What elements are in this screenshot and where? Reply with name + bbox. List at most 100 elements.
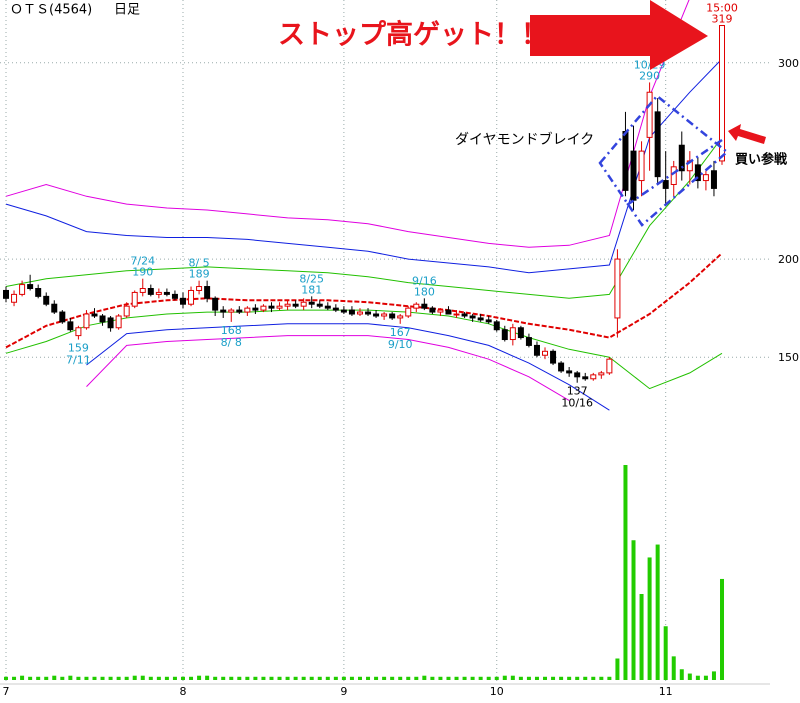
- candle-body: [316, 303, 323, 307]
- headline: ストップ高ゲット！！: [278, 19, 548, 51]
- volume-bar: [341, 676, 346, 680]
- annotation-value: 319: [712, 13, 733, 26]
- annotation-date: 15:00: [706, 2, 738, 15]
- annotation-date: 9/16: [412, 274, 437, 287]
- candle-body: [638, 150, 645, 182]
- candle-body: [244, 307, 251, 313]
- volume-bar: [607, 676, 612, 680]
- volume-bar: [414, 676, 419, 680]
- candle-body: [75, 327, 82, 337]
- volume-bar: [20, 675, 25, 680]
- volume-bar: [60, 676, 65, 680]
- volume-bar: [68, 675, 73, 680]
- candle-body: [268, 305, 275, 309]
- candle-body: [123, 305, 130, 317]
- candle-body: [332, 307, 339, 311]
- candle-body: [252, 307, 259, 311]
- volume-bar: [44, 676, 49, 680]
- candle-body: [373, 313, 380, 317]
- candle-body: [212, 297, 219, 311]
- volume-bar: [615, 658, 620, 680]
- volume-bar: [478, 676, 483, 680]
- annotation-value: 290: [639, 69, 660, 82]
- candle-body: [485, 319, 492, 323]
- volume-bar: [172, 676, 177, 680]
- candle-body: [348, 309, 355, 315]
- volume-bar: [567, 676, 572, 680]
- big-arrow: [530, 0, 708, 70]
- candle-body: [606, 358, 613, 374]
- volume-bar: [357, 676, 362, 680]
- annotation-value: 181: [301, 283, 322, 296]
- volume-bar: [575, 676, 580, 680]
- band-line: [5, 137, 723, 299]
- candle-body: [276, 305, 283, 309]
- volume-bar: [285, 676, 290, 680]
- volume-bar: [518, 676, 523, 680]
- candle-body: [421, 303, 428, 309]
- annotation-date: 8/25: [299, 272, 324, 285]
- candle-body: [236, 309, 243, 313]
- volume-bar: [486, 676, 491, 680]
- candle-body: [719, 25, 726, 162]
- candle-body: [413, 303, 420, 309]
- candle-body: [509, 327, 516, 341]
- volume-bar: [663, 626, 668, 680]
- candle-body: [493, 321, 500, 331]
- candle-body: [308, 301, 315, 305]
- volume-bar: [52, 675, 57, 680]
- volume-bar: [349, 676, 354, 680]
- volume-bar: [12, 676, 17, 680]
- volume-bar: [390, 676, 395, 680]
- candle-body: [107, 317, 114, 329]
- volume-bar: [237, 676, 242, 680]
- candle-body: [300, 301, 307, 307]
- candle-body: [630, 150, 637, 201]
- volume-bar: [366, 676, 371, 680]
- candle-body: [558, 362, 565, 372]
- period: 日足: [114, 3, 140, 18]
- annotation-value: 180: [414, 285, 435, 298]
- candle-body: [702, 174, 709, 182]
- candle-body: [614, 258, 621, 319]
- volume-bar: [679, 669, 684, 680]
- candle-body: [469, 315, 476, 319]
- volume-bar: [543, 676, 548, 680]
- candle-body: [710, 170, 717, 189]
- volume-bar: [446, 676, 451, 680]
- annotation-date: 10/16: [561, 397, 593, 410]
- band-line: [86, 323, 610, 411]
- volume-bar: [28, 676, 33, 680]
- candle-body: [525, 337, 532, 346]
- candle-body: [694, 164, 701, 182]
- volume-bar: [470, 676, 475, 680]
- volume-bar: [720, 578, 725, 680]
- candle-body: [324, 305, 331, 309]
- candle-body: [220, 309, 227, 313]
- candle-body: [27, 284, 34, 290]
- candle-body: [139, 288, 146, 293]
- annotation-date: 7/24: [130, 255, 155, 268]
- volume-bar: [398, 676, 403, 680]
- band-line: [5, 0, 690, 248]
- candle-body: [678, 144, 685, 172]
- candle-body: [598, 372, 605, 376]
- candle-body: [356, 311, 363, 315]
- band-line: [86, 335, 570, 401]
- candle-body: [131, 291, 138, 307]
- volume-bar: [293, 676, 298, 680]
- annotation-date: 8/ 8: [221, 336, 242, 349]
- volume-bar: [213, 676, 218, 680]
- candle-body: [11, 293, 18, 303]
- annotation-value: 189: [189, 268, 210, 281]
- candle-body: [340, 309, 347, 313]
- candle-body: [590, 374, 597, 380]
- volume-bar: [4, 676, 8, 680]
- candle-body: [228, 309, 235, 313]
- candle-body: [445, 309, 452, 315]
- candle-body: [437, 309, 444, 313]
- candle-body: [179, 297, 186, 305]
